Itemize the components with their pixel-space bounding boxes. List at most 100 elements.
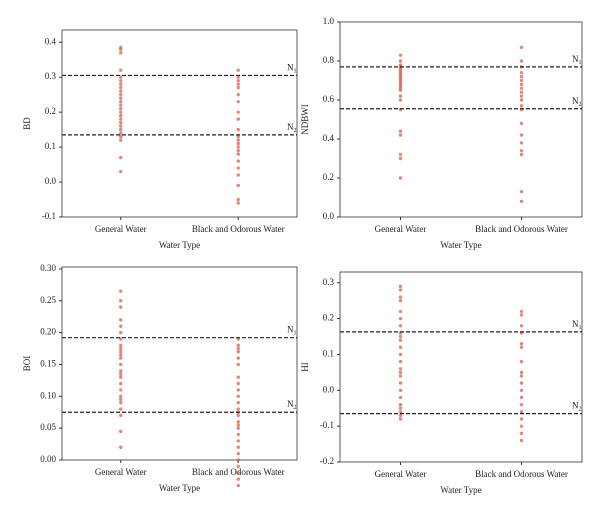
point: [236, 423, 240, 427]
point: [398, 417, 403, 421]
point: [398, 345, 403, 349]
point: [398, 98, 403, 102]
x-tick-label: General Water: [95, 224, 147, 234]
point: [236, 407, 240, 411]
y-tick-label: 0.3: [45, 71, 57, 81]
point: [119, 85, 123, 90]
y-tick-label: 0.0: [323, 211, 335, 221]
point: [519, 78, 524, 83]
point: [236, 362, 240, 367]
point: [119, 103, 123, 107]
point: [519, 141, 524, 145]
point: [398, 338, 403, 342]
point: [519, 152, 524, 157]
threshold-name: N: [572, 401, 579, 411]
threshold-label: N2: [287, 399, 297, 411]
y-tick-label: 0.4: [45, 36, 57, 46]
point: [236, 464, 240, 469]
point: [236, 141, 240, 146]
point: [519, 133, 524, 137]
threshold-name: N: [287, 399, 294, 409]
point: [236, 127, 240, 132]
threshold-subscript: 1: [294, 331, 297, 337]
threshold-name: N: [287, 325, 294, 335]
point: [119, 372, 123, 376]
point: [119, 155, 123, 160]
point: [519, 189, 524, 194]
point: [519, 381, 524, 385]
point: [236, 394, 240, 399]
point: [236, 477, 240, 481]
axes-frame: [61, 266, 298, 461]
point: [398, 316, 403, 321]
point: [119, 68, 123, 72]
point: [119, 429, 123, 434]
point: [398, 370, 403, 375]
point: [519, 324, 524, 328]
point: [519, 370, 524, 375]
point: [119, 82, 123, 86]
point: [519, 59, 524, 63]
point: [119, 375, 123, 379]
point: [236, 159, 240, 163]
point: [236, 68, 240, 72]
threshold-subscript: 1: [579, 60, 582, 66]
point: [119, 388, 123, 392]
point: [398, 288, 403, 292]
threshold-name: N: [287, 122, 294, 132]
point: [119, 289, 123, 293]
point: [119, 400, 123, 405]
axes-frame: [339, 271, 583, 463]
point: [119, 350, 123, 354]
threshold-label: N1: [287, 325, 297, 337]
y-tick-label: 0.2: [45, 106, 56, 116]
point: [119, 138, 123, 142]
point: [519, 341, 524, 346]
point: [119, 397, 123, 402]
point: [398, 381, 403, 385]
point: [236, 413, 240, 418]
x-axis-label: Water Type: [440, 240, 481, 250]
point: [519, 395, 524, 400]
point: [519, 199, 524, 204]
y-tick-label: 0.6: [323, 94, 335, 104]
point: [119, 51, 123, 55]
point: [398, 295, 403, 299]
threshold-name: N: [287, 63, 294, 73]
threshold-name: N: [572, 96, 579, 106]
point: [119, 120, 123, 125]
point: [119, 131, 123, 135]
threshold-subscript: 2: [579, 102, 582, 108]
point: [519, 313, 524, 317]
axes-frame: [339, 21, 583, 218]
point: [119, 106, 123, 111]
threshold-subscript: 2: [294, 406, 297, 412]
point: [119, 346, 123, 351]
y-tick-label: -0.1: [320, 420, 334, 430]
x-axis-label: Water Type: [440, 485, 481, 495]
x-tick-label: General Water: [375, 224, 427, 234]
point: [119, 381, 123, 386]
threshold-label: N2: [572, 401, 582, 413]
point: [519, 374, 524, 378]
point: [519, 438, 524, 443]
point: [119, 299, 123, 303]
y-tick-label: 1.0: [323, 16, 335, 26]
point: [119, 330, 123, 335]
point: [119, 110, 123, 114]
y-tick-label: 0.00: [40, 454, 56, 464]
point: [398, 176, 403, 180]
threshold-subscript: 1: [294, 69, 297, 75]
point: [519, 388, 524, 393]
point: [519, 410, 524, 414]
x-axis-label: Water Type: [159, 240, 200, 250]
point: [236, 432, 240, 437]
threshold-name: N: [572, 54, 579, 64]
point: [519, 86, 524, 91]
point: [236, 439, 240, 443]
point: [398, 367, 403, 371]
point: [236, 148, 240, 153]
point: [236, 166, 240, 170]
point: [398, 388, 403, 393]
y-tick-label: 0.0: [323, 384, 335, 394]
